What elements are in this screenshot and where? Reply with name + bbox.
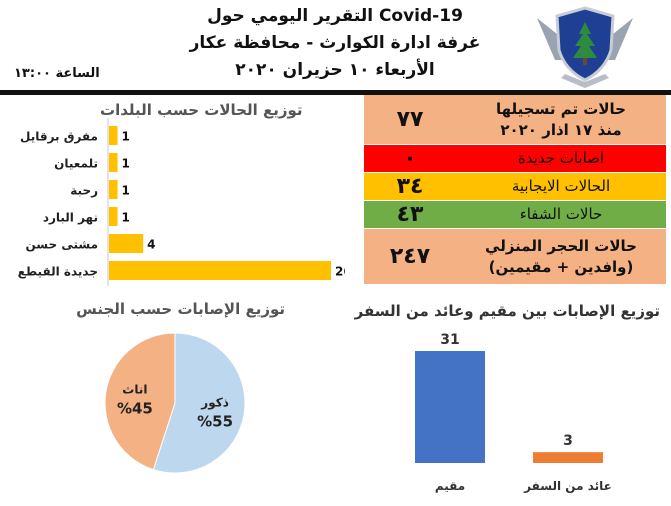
town-chart-title: توزيع الحالات حسب البلدات: [100, 101, 303, 119]
stat-label-line: حالات الشفاء: [519, 205, 603, 224]
gender-chart-title: توزيع الإصابات حسب الجنس: [76, 300, 285, 318]
stat-value: ٧٧: [396, 107, 424, 132]
pie-slice: [104, 332, 176, 471]
stat-label-line: (وافدين + مقيمين): [488, 257, 634, 276]
stats-table: ٧٧ حالات تم تسجيلها منذ ١٧ اذار ٢٠٢٠ ٠ ا…: [364, 95, 666, 285]
pie-slice-value: %45: [117, 400, 153, 418]
residency-bar: [415, 351, 485, 463]
pie-slice: [152, 332, 246, 474]
town-category-label: نهر البارد: [43, 211, 98, 225]
town-category-label: جديدة القيطع: [18, 265, 98, 279]
town-bar: [109, 207, 118, 226]
stat-total-row: ٧٧ حالات تم تسجيلها منذ ١٧ اذار ٢٠٢٠: [364, 95, 666, 145]
town-category-label: مفرق برقايل: [20, 130, 98, 144]
pie-slice-label: ذكور: [200, 395, 229, 410]
stat-label: حالات الشفاء: [456, 201, 666, 228]
pie-slice-label: اناث: [122, 383, 147, 397]
town-category-label: تلمعيان: [54, 157, 98, 171]
town-bar-value: 1: [122, 184, 130, 198]
stat-label: حالات تم تسجيلها منذ ١٧ اذار ٢٠٢٠: [456, 95, 666, 144]
town-bar-chart: 1 مفرق برقايل 1 تلمعيان 1 رحبة 1 نهر البارد 4 مشت…: [18, 118, 345, 286]
stat-value: ٢٤٧: [389, 244, 431, 269]
town-bar: [109, 153, 118, 172]
residency-bar-chart: 31 مقيم 3 عائد من السفر: [415, 332, 612, 493]
stat-recovered-row: ٤٣ حالات الشفاء: [364, 201, 666, 229]
town-bar: [109, 126, 118, 145]
residency-chart-title: توزيع الإصابات بين مقيم وعائد من السفر: [354, 302, 660, 320]
gender-pie-chart: ذكور %55 اناث %45: [104, 332, 246, 474]
residency-category-label: مقيم: [435, 479, 465, 493]
stat-label-line: منذ ١٧ اذار ٢٠٢٠: [500, 120, 622, 139]
report-date: الأربعاء ١٠ حزيران ٢٠٢٠: [235, 60, 435, 80]
stat-value: ٤٣: [396, 202, 424, 227]
pie-slice-value: %55: [197, 412, 233, 430]
town-bar-value: 4: [147, 238, 155, 252]
town-bar-value: 26: [335, 265, 345, 279]
residency-bar-value: 31: [440, 332, 459, 348]
stat-new-row: ٠ اصابات جديدة: [364, 145, 666, 173]
town-bar: [109, 234, 144, 253]
stat-value: ٣٤: [396, 174, 424, 199]
report-subtitle: غرفة ادارة الكوارث - محافظة عكار: [189, 33, 481, 53]
town-bar-value: 1: [122, 130, 130, 144]
civil-defense-logo: [537, 6, 633, 88]
stat-label: اصابات جديدة: [456, 145, 666, 172]
stat-label: الحالات الايجابية: [456, 173, 666, 200]
stat-value: ٠: [403, 146, 417, 171]
town-category-label: رحبة: [70, 184, 98, 198]
town-bar: [109, 261, 331, 280]
stat-label-line: اصابات جديدة: [517, 149, 605, 168]
town-category-label: مشتى حسن: [25, 238, 98, 252]
stat-positive-row: ٣٤ الحالات الايجابية: [364, 173, 666, 201]
town-bar: [109, 180, 118, 199]
town-bar-value: 1: [122, 157, 130, 171]
stat-label-line: الحالات الايجابية: [511, 177, 611, 196]
stat-quarantine-row: ٢٤٧ حالات الحجر المنزلي (وافدين + مقيمين…: [364, 229, 666, 285]
stat-label-line: حالات تم تسجيلها: [495, 100, 626, 119]
report-header: التقرير اليومي حول Covid-19 غرفة ادارة ا…: [0, 0, 671, 92]
residency-bar: [533, 452, 603, 463]
residency-category-label: عائد من السفر: [523, 479, 612, 493]
report-time: الساعة ١٣:٠٠: [14, 66, 100, 81]
stat-label-line: حالات الحجر المنزلي: [485, 237, 637, 256]
town-bar-value: 1: [122, 211, 130, 225]
report-title: التقرير اليومي حول Covid-19: [207, 6, 463, 26]
stat-label: حالات الحجر المنزلي (وافدين + مقيمين): [456, 229, 666, 284]
residency-bar-value: 3: [563, 433, 573, 449]
header-divider: [0, 90, 671, 95]
